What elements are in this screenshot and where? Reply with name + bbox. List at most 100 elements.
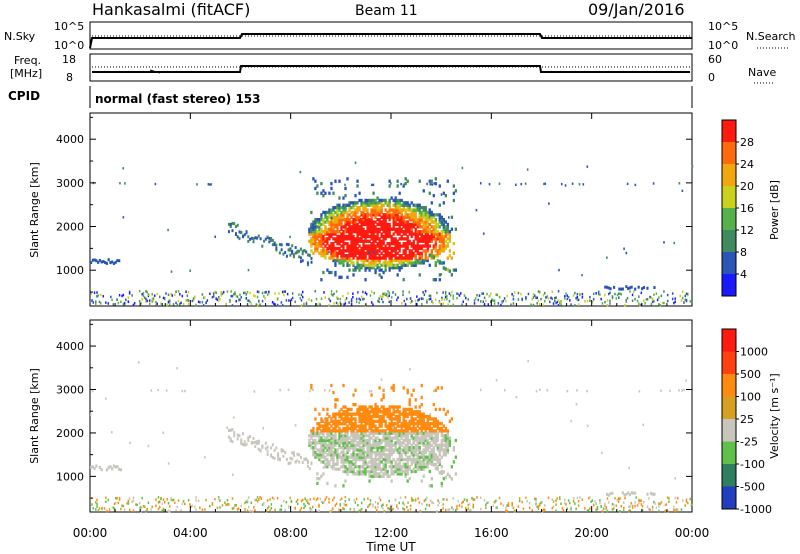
- echo-cell: [151, 505, 153, 509]
- echo-cell: [666, 299, 669, 303]
- echo-cell: [444, 426, 447, 431]
- echo-cell: [432, 436, 435, 440]
- echo-cell: [116, 259, 119, 263]
- echo-cell: [402, 419, 405, 423]
- echo-cell: [378, 300, 380, 304]
- echo-cell: [418, 436, 421, 440]
- echo-cell: [360, 234, 363, 239]
- echo-cell: [348, 237, 351, 241]
- echo-cell: [592, 503, 595, 507]
- echo-cell: [412, 203, 415, 207]
- echo-cell: [376, 462, 379, 466]
- echo-cell: [377, 505, 379, 509]
- echo-cell: [356, 222, 359, 227]
- echo-cell: [376, 443, 379, 447]
- echo-cell: [574, 304, 576, 307]
- echo-cell: [346, 460, 349, 464]
- echo-cell: [442, 450, 445, 455]
- echo-cell: [572, 497, 575, 500]
- echo-cell: [336, 230, 339, 234]
- echo-cell: [521, 500, 523, 504]
- echo-cell: [364, 419, 367, 423]
- echo-cell: [671, 292, 674, 295]
- echo-cell: [418, 220, 421, 224]
- echo-cell: [205, 498, 207, 502]
- echo-cell: [420, 434, 423, 438]
- echo-cell: [589, 496, 591, 499]
- echo-cell: [420, 453, 423, 457]
- echo-cell: [332, 426, 335, 431]
- echo-cell: [312, 234, 315, 239]
- echo-cell: [452, 460, 456, 464]
- echo-cell: [352, 295, 354, 299]
- echo-cell: [418, 230, 421, 234]
- echo-cell: [392, 291, 394, 294]
- echo-cell: [414, 434, 417, 438]
- echo-cell: [576, 295, 579, 299]
- echo-cell: [334, 422, 337, 426]
- echo-cell: [390, 443, 393, 447]
- echo-cell: [430, 455, 433, 459]
- echo-cell: [111, 467, 114, 471]
- echo-cell: [287, 461, 290, 465]
- echo-cell: [344, 460, 347, 464]
- echo-cell: [362, 450, 365, 455]
- echo-cell: [322, 234, 325, 239]
- echo-cell: [440, 234, 443, 239]
- echo-cell: [356, 210, 359, 215]
- echo-cell: [350, 469, 353, 474]
- echo-cell: [442, 453, 445, 457]
- echo-cell: [187, 291, 190, 294]
- echo-cell: [394, 227, 397, 231]
- echo-cell: [396, 438, 399, 443]
- echo-cell: [634, 491, 637, 495]
- echo-cell: [446, 242, 449, 246]
- echo-cell: [408, 203, 411, 207]
- echo-cell: [286, 292, 289, 296]
- echo-cell: [195, 303, 197, 307]
- echo-cell: [318, 448, 321, 452]
- echo-cell: [532, 303, 535, 307]
- echo-cell: [404, 457, 407, 462]
- echo-cell: [360, 239, 363, 243]
- echo-cell: [388, 256, 391, 260]
- echo-cell: [342, 263, 345, 267]
- echo-cell: [419, 297, 422, 300]
- echo-cell: [382, 410, 385, 414]
- echo-cell: [362, 462, 365, 466]
- echo-cell: [314, 455, 317, 459]
- echo-cell: [264, 447, 267, 451]
- echo-cell: [473, 299, 476, 302]
- echo-cell: [128, 508, 131, 512]
- echo-cell: [364, 431, 367, 435]
- echo-cell: [420, 383, 423, 388]
- echo-cell: [322, 455, 325, 459]
- echo-cell: [310, 386, 313, 390]
- echo-cell: [310, 230, 313, 234]
- echo-cell: [354, 453, 357, 457]
- echo-cell: [434, 181, 437, 186]
- echo-cell: [231, 229, 234, 233]
- echo-cell: [350, 261, 353, 265]
- echo-cell: [442, 266, 445, 270]
- echo-cell: [306, 464, 309, 468]
- echo-cell: [231, 497, 234, 500]
- echo-cell: [564, 501, 566, 505]
- echo-cell: [420, 239, 423, 243]
- echo-cell: [560, 182, 563, 186]
- echo-cell: [366, 407, 369, 412]
- echo-cell: [410, 208, 413, 212]
- echo-cell: [247, 268, 250, 272]
- echo-cell: [430, 422, 433, 426]
- echo-cell: [380, 234, 383, 239]
- echo-cell: [426, 258, 429, 263]
- echo-cell: [420, 213, 423, 217]
- echo-cell: [254, 236, 257, 240]
- echo-cell: [316, 456, 319, 459]
- echo-cell: [256, 295, 259, 299]
- echo-cell: [330, 290, 333, 293]
- echo-cell: [120, 300, 122, 304]
- echo-cell: [370, 419, 373, 423]
- echo-cell: [430, 254, 433, 259]
- echo-cell: [428, 431, 431, 435]
